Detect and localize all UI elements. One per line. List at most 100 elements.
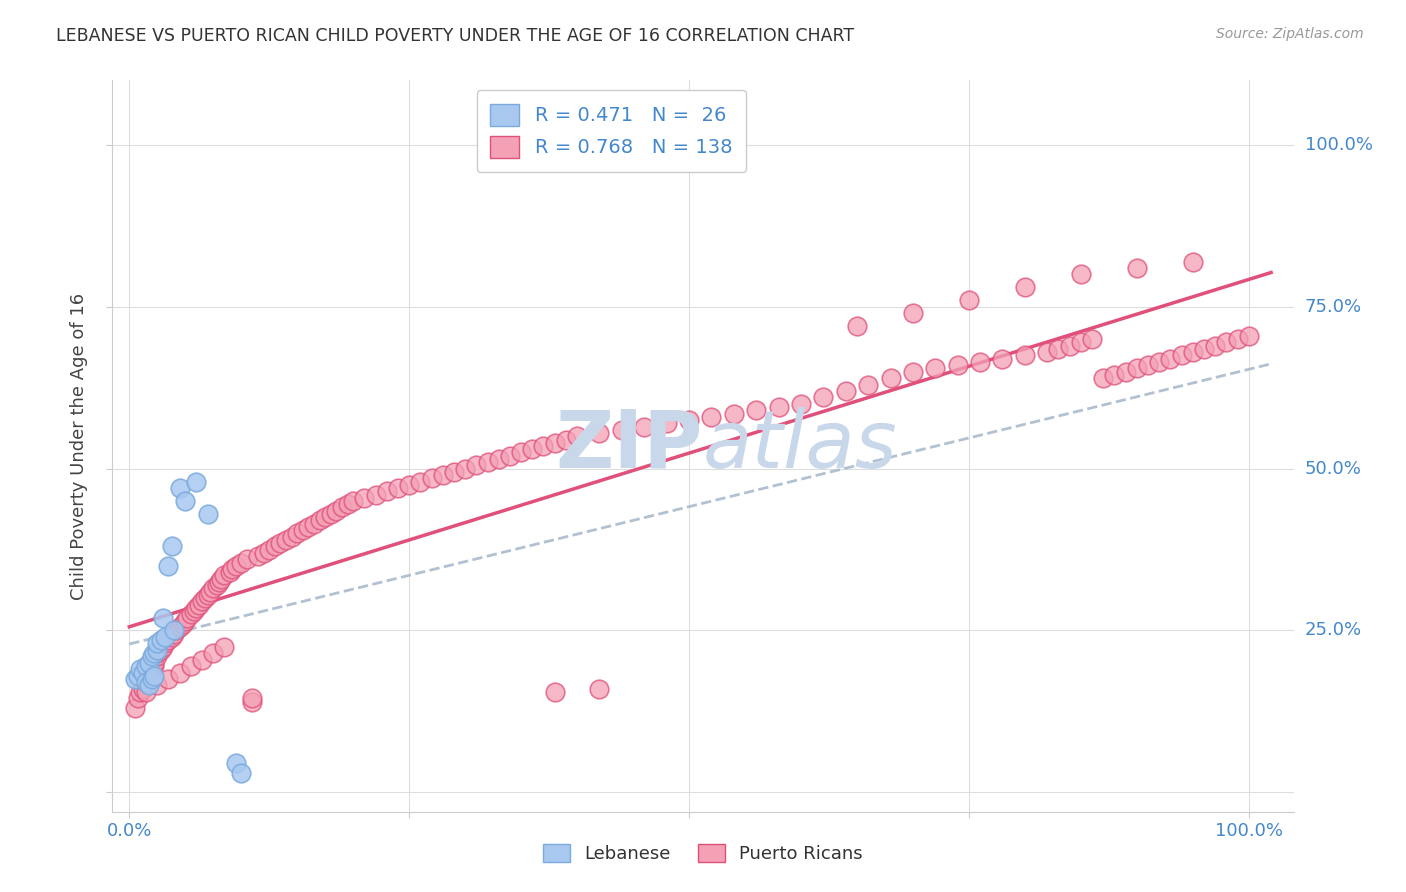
Point	[252, 546, 274, 560]
Point	[924, 361, 946, 376]
Point	[141, 672, 163, 686]
Point	[180, 607, 202, 622]
Point	[544, 685, 567, 699]
Point	[163, 626, 186, 640]
Point	[291, 523, 314, 537]
Point	[247, 549, 270, 563]
Point	[1192, 342, 1215, 356]
Point	[1104, 368, 1126, 382]
Point	[1226, 332, 1249, 346]
Point	[221, 562, 243, 576]
Point	[214, 640, 236, 654]
Point	[152, 640, 174, 654]
Point	[127, 691, 149, 706]
Point	[969, 355, 991, 369]
Point	[387, 481, 409, 495]
Point	[610, 423, 633, 437]
Point	[135, 675, 157, 690]
Point	[153, 630, 176, 644]
Point	[655, 417, 678, 431]
Point	[901, 365, 924, 379]
Point	[202, 646, 225, 660]
Point	[186, 475, 208, 489]
Point	[197, 588, 219, 602]
Point	[280, 530, 302, 544]
Point	[879, 371, 901, 385]
Point	[745, 403, 768, 417]
Point	[510, 445, 533, 459]
Point	[141, 665, 163, 680]
Point	[353, 491, 375, 505]
Point	[1115, 365, 1137, 379]
Point	[302, 516, 325, 531]
Point	[901, 306, 924, 320]
Text: atlas: atlas	[703, 407, 898, 485]
Point	[225, 558, 247, 573]
Point	[544, 435, 567, 450]
Point	[522, 442, 544, 457]
Point	[138, 678, 160, 692]
Point	[263, 539, 285, 553]
Point	[1092, 371, 1115, 385]
Point	[187, 598, 209, 612]
Point	[1159, 351, 1181, 366]
Point	[1036, 345, 1059, 359]
Point	[297, 520, 319, 534]
Point	[398, 478, 420, 492]
Point	[633, 419, 655, 434]
Point	[856, 377, 879, 392]
Text: 25.0%: 25.0%	[1305, 622, 1362, 640]
Point	[169, 665, 191, 680]
Point	[465, 458, 488, 473]
Point	[813, 391, 835, 405]
Point	[565, 429, 588, 443]
Point	[236, 552, 259, 566]
Point	[225, 756, 247, 771]
Point	[285, 526, 308, 541]
Point	[197, 507, 219, 521]
Point	[174, 614, 197, 628]
Point	[135, 672, 157, 686]
Point	[588, 681, 610, 696]
Point	[142, 656, 165, 670]
Point	[191, 652, 214, 666]
Point	[420, 471, 443, 485]
Point	[142, 669, 165, 683]
Point	[138, 656, 160, 670]
Point	[1181, 345, 1204, 359]
Point	[678, 413, 700, 427]
Point	[1147, 355, 1170, 369]
Point	[169, 481, 191, 495]
Point	[364, 487, 387, 501]
Point	[160, 539, 183, 553]
Point	[1059, 339, 1081, 353]
Text: ZIP: ZIP	[555, 407, 703, 485]
Point	[443, 465, 465, 479]
Point	[135, 685, 157, 699]
Point	[131, 665, 153, 680]
Point	[274, 533, 297, 547]
Point	[554, 433, 576, 447]
Point	[1014, 280, 1036, 294]
Point	[957, 293, 980, 308]
Point	[231, 765, 253, 780]
Point	[488, 452, 510, 467]
Point	[138, 669, 160, 683]
Point	[172, 617, 194, 632]
Point	[127, 669, 149, 683]
Point	[1204, 339, 1226, 353]
Point	[129, 662, 152, 676]
Point	[183, 604, 205, 618]
Point	[146, 649, 169, 664]
Point	[1237, 329, 1260, 343]
Point	[141, 662, 163, 676]
Point	[149, 633, 172, 648]
Point	[375, 484, 398, 499]
Point	[194, 591, 217, 606]
Point	[700, 409, 723, 424]
Legend: Lebanese, Puerto Ricans: Lebanese, Puerto Ricans	[531, 833, 875, 874]
Point	[1126, 361, 1149, 376]
Point	[768, 400, 790, 414]
Text: LEBANESE VS PUERTO RICAN CHILD POVERTY UNDER THE AGE OF 16 CORRELATION CHART: LEBANESE VS PUERTO RICAN CHILD POVERTY U…	[56, 27, 855, 45]
Point	[1081, 332, 1104, 346]
